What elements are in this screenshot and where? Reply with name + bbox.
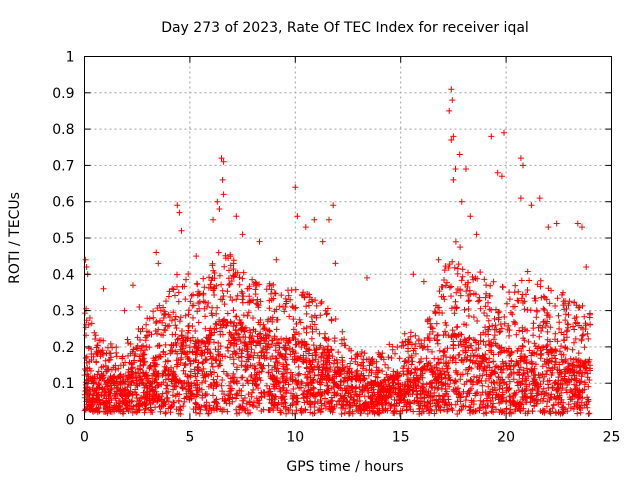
y-tick-label: 0.1 (52, 376, 74, 392)
y-tick-label: 0.6 (52, 195, 74, 211)
scatter-markers (81, 86, 594, 417)
axis-ticks (84, 56, 612, 420)
x-tick-label: 10 (286, 430, 304, 446)
y-tick-label: 1 (66, 50, 75, 66)
y-axis-label: ROTI / TECUs (7, 192, 23, 284)
y-tick-label: 0.4 (52, 267, 74, 283)
x-tick-label: 25 (603, 430, 621, 446)
y-tick-label: 0.9 (52, 86, 74, 102)
y-tick-label: 0.5 (52, 231, 74, 247)
grid-lines (84, 56, 612, 420)
x-tick-label: 0 (80, 430, 89, 446)
y-tick-label: 0.2 (52, 340, 74, 356)
y-tick-label: 0.3 (52, 304, 74, 320)
chart-title: Day 273 of 2023, Rate Of TEC Index for r… (161, 20, 529, 36)
x-tick-label: 20 (497, 430, 515, 446)
data-points (81, 86, 594, 417)
x-axis-label: GPS time / hours (286, 459, 403, 475)
tick-labels: 0 5 10 15 20 25 0 0.1 0.2 0.3 0.4 0.5 0.6 0.7 0.8 0.9 1 (52, 50, 620, 446)
x-tick-label: 5 (185, 430, 194, 446)
y-tick-label: 0 (66, 413, 75, 429)
y-tick-label: 0.8 (52, 122, 74, 138)
y-tick-label: 0.7 (52, 158, 74, 174)
x-tick-label: 15 (392, 430, 410, 446)
